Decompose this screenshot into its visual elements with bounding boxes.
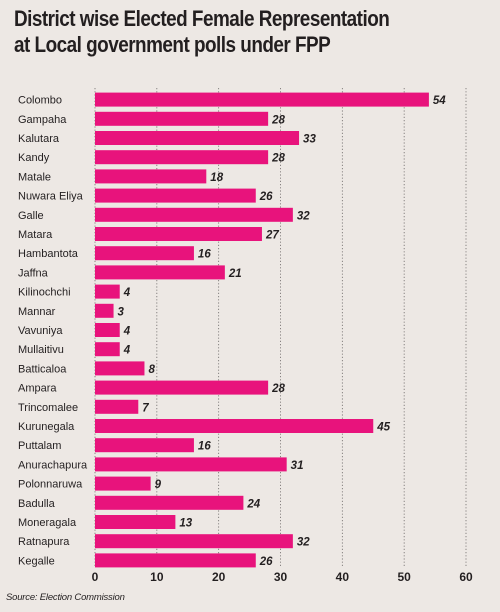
- category-label: Trincomalee: [18, 402, 78, 414]
- value-label: 28: [271, 383, 285, 395]
- category-label: Badulla: [18, 498, 56, 510]
- category-label: Ratnapura: [18, 536, 70, 548]
- bar: [95, 476, 151, 491]
- category-label: Puttalam: [18, 440, 61, 452]
- x-tick-label: 50: [397, 570, 411, 584]
- category-label: Kegalle: [18, 555, 55, 567]
- value-label: 27: [265, 230, 279, 242]
- value-label: 4: [123, 326, 131, 338]
- category-label: Mullaitivu: [18, 344, 64, 356]
- value-label: 21: [228, 268, 242, 280]
- bar: [95, 515, 176, 529]
- bar: [95, 438, 194, 453]
- value-label: 32: [297, 537, 310, 549]
- bar: [95, 246, 194, 261]
- bar: [95, 92, 429, 107]
- category-label: Vavuniya: [18, 325, 63, 337]
- x-tick-label: 20: [212, 570, 226, 584]
- bar: [95, 150, 269, 165]
- value-label: 16: [198, 249, 211, 261]
- chart-title-line-2: at Local government polls under FPP: [14, 32, 331, 57]
- value-label: 26: [259, 191, 273, 203]
- category-label: Galle: [18, 210, 44, 222]
- bar: [95, 342, 120, 357]
- category-label: Polonnaruwa: [18, 479, 83, 491]
- bar: [95, 323, 120, 337]
- value-label: 9: [155, 479, 162, 491]
- source-note: Source: Election Commission: [6, 592, 125, 603]
- value-label: 24: [246, 498, 260, 510]
- value-label: 7: [142, 402, 149, 414]
- bar: [95, 361, 145, 376]
- bar: [95, 188, 256, 203]
- category-label: Matara: [18, 229, 53, 241]
- value-label: 4: [123, 345, 131, 357]
- x-tick-label: 40: [336, 570, 350, 584]
- category-label: Kurunegala: [18, 421, 75, 433]
- bar: [95, 495, 244, 510]
- x-tick-label: 30: [274, 570, 288, 584]
- bar: [95, 457, 287, 472]
- bar: [95, 534, 293, 549]
- bar: [95, 265, 225, 280]
- value-label: 31: [291, 460, 304, 472]
- category-label: Anurachapura: [18, 459, 88, 471]
- category-label: Gampaha: [18, 114, 67, 126]
- bar: [95, 303, 114, 318]
- value-label: 32: [297, 210, 310, 222]
- value-label: 54: [433, 95, 446, 107]
- bar: [95, 169, 207, 184]
- bar: [95, 131, 300, 145]
- value-label: 45: [376, 422, 390, 434]
- category-label: Matale: [18, 171, 51, 183]
- category-label: Ampara: [18, 383, 57, 395]
- category-label: Kalutara: [18, 133, 60, 145]
- category-label: Batticaloa: [18, 363, 67, 375]
- value-label: 16: [198, 441, 211, 453]
- chart-title: District wise Elected Female Representat…: [14, 6, 427, 58]
- value-label: 28: [271, 153, 285, 165]
- bar: [95, 380, 269, 395]
- bar: [95, 419, 374, 433]
- value-label: 4: [123, 287, 131, 299]
- category-label: Mannar: [18, 306, 56, 318]
- category-label: Kandy: [18, 152, 50, 164]
- value-label: 3: [118, 306, 125, 318]
- bar: [95, 227, 262, 241]
- value-label: 33: [303, 134, 316, 146]
- category-label: Hambantota: [18, 248, 79, 260]
- x-tick-label: 60: [459, 570, 473, 584]
- value-label: 13: [179, 518, 192, 530]
- value-label: 8: [148, 364, 155, 376]
- x-tick-label: 0: [92, 570, 99, 584]
- bar: [95, 284, 120, 299]
- bar: [95, 399, 139, 414]
- category-label: Kilinochchi: [18, 287, 71, 299]
- chart-title-line-1: District wise Elected Female Representat…: [14, 6, 390, 31]
- value-label: 18: [210, 172, 223, 184]
- category-label: Colombo: [18, 95, 62, 107]
- category-label: Jaffna: [18, 267, 49, 279]
- category-label: Moneragala: [18, 517, 77, 529]
- category-label: Nuwara Eliya: [18, 191, 84, 203]
- bar: [95, 207, 293, 222]
- value-label: 26: [259, 556, 273, 568]
- bar: [95, 553, 256, 568]
- x-tick-label: 10: [150, 570, 164, 584]
- bar: [95, 111, 269, 126]
- value-label: 28: [271, 114, 285, 126]
